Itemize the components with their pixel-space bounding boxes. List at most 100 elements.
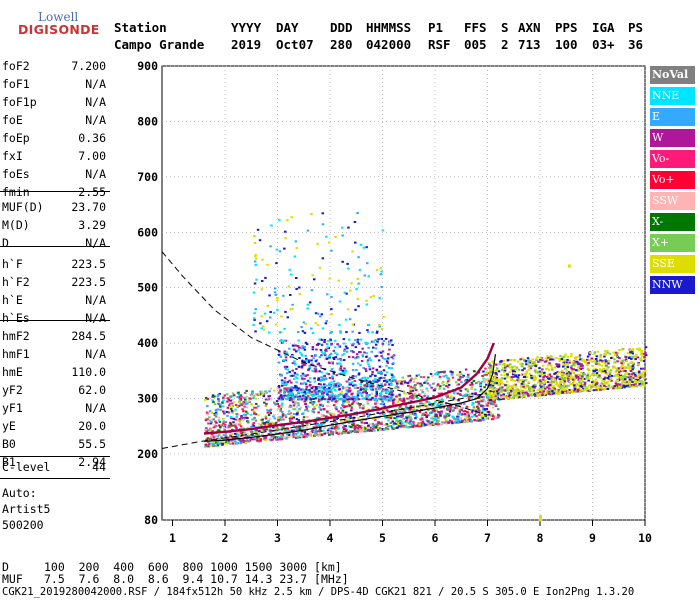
echo-point (577, 368, 581, 371)
echo-point (298, 391, 301, 394)
echo-point (338, 383, 341, 386)
echo-point (316, 416, 319, 419)
echo-point (326, 411, 329, 414)
echo-point (422, 412, 425, 415)
echo-point (232, 421, 235, 424)
echo-point (493, 373, 497, 376)
echo-point (516, 360, 520, 363)
echo-point (333, 418, 336, 421)
echo-point (625, 371, 628, 374)
echo-point (376, 406, 380, 409)
param-value: N/A (85, 293, 106, 307)
echo-point (284, 356, 288, 359)
echo-point (357, 342, 361, 345)
echo-point (282, 396, 286, 399)
echo-point (593, 353, 596, 356)
echo-point (356, 431, 359, 433)
echo-point (526, 393, 530, 396)
echo-point (485, 417, 489, 420)
echo-point (359, 378, 363, 381)
y-tick-label: 400 (137, 336, 158, 350)
echo-point (480, 405, 483, 407)
echo-point (638, 379, 641, 382)
echo-point (593, 351, 597, 354)
echo-point (457, 408, 461, 411)
echo-point (386, 361, 389, 364)
echo-point (260, 327, 263, 330)
echo-point (637, 362, 640, 364)
echo-point (343, 398, 346, 401)
echo-point (287, 406, 291, 409)
echo-point (351, 356, 355, 359)
echo-point (536, 394, 539, 396)
echo-point (362, 404, 365, 407)
echo-point (566, 358, 569, 361)
echo-point (286, 389, 289, 392)
echo-point (592, 389, 596, 392)
echo-point (408, 380, 411, 383)
echo-point (319, 364, 322, 367)
echo-point (276, 387, 279, 390)
echo-point (347, 226, 350, 229)
echo-point (312, 426, 316, 429)
echo-point (294, 344, 298, 347)
echo-point (497, 394, 500, 397)
echo-point (306, 229, 310, 232)
echo-point (315, 343, 319, 346)
echo-point (588, 369, 591, 372)
echo-point (621, 369, 624, 372)
echo-point (406, 381, 409, 384)
echo-point (579, 383, 582, 385)
echo-point (378, 427, 382, 430)
echo-point (359, 364, 362, 367)
header-field-label: HHMMSS (366, 20, 412, 35)
echo-point (253, 318, 256, 321)
echo-point (527, 359, 531, 362)
echo-point (475, 415, 478, 418)
echo-point (560, 372, 564, 375)
echo-point (307, 361, 311, 364)
echo-point (371, 388, 374, 391)
echo-point (559, 381, 562, 384)
echo-point (209, 428, 212, 431)
param-value: 0.36 (78, 131, 106, 145)
echo-point (285, 383, 288, 386)
param-value: 223.5 (71, 275, 106, 289)
echo-point (392, 357, 395, 360)
echo-point (311, 409, 314, 412)
echo-point (593, 360, 596, 363)
echo-point (636, 356, 639, 359)
echo-point (395, 395, 398, 398)
echo-point (448, 379, 451, 382)
echo-point (396, 409, 399, 412)
echo-point (379, 403, 383, 405)
echo-point (224, 423, 227, 426)
echo-point (638, 382, 641, 385)
echo-point (295, 394, 298, 397)
echo-point (253, 406, 256, 409)
echo-point (613, 385, 617, 388)
echo-point (273, 291, 277, 294)
echo-point (355, 356, 359, 359)
echo-point (295, 418, 299, 421)
echo-point (547, 374, 550, 377)
echo-point (634, 355, 637, 358)
echo-point (427, 409, 430, 412)
echo-point (383, 377, 386, 379)
echo-point (527, 362, 530, 365)
echo-point (410, 422, 414, 425)
echo-point (553, 387, 556, 390)
echo-point (356, 427, 360, 429)
echo-point (414, 413, 418, 416)
echo-point (513, 365, 516, 368)
echo-point (634, 374, 637, 376)
echo-point (533, 394, 537, 397)
echo-point (304, 409, 307, 412)
echo-point (402, 426, 406, 429)
echo-point (296, 373, 299, 376)
echo-point (288, 399, 292, 402)
echo-point (532, 384, 536, 387)
echo-point (340, 432, 344, 435)
echo-point (548, 384, 552, 387)
echo-point (304, 433, 307, 435)
